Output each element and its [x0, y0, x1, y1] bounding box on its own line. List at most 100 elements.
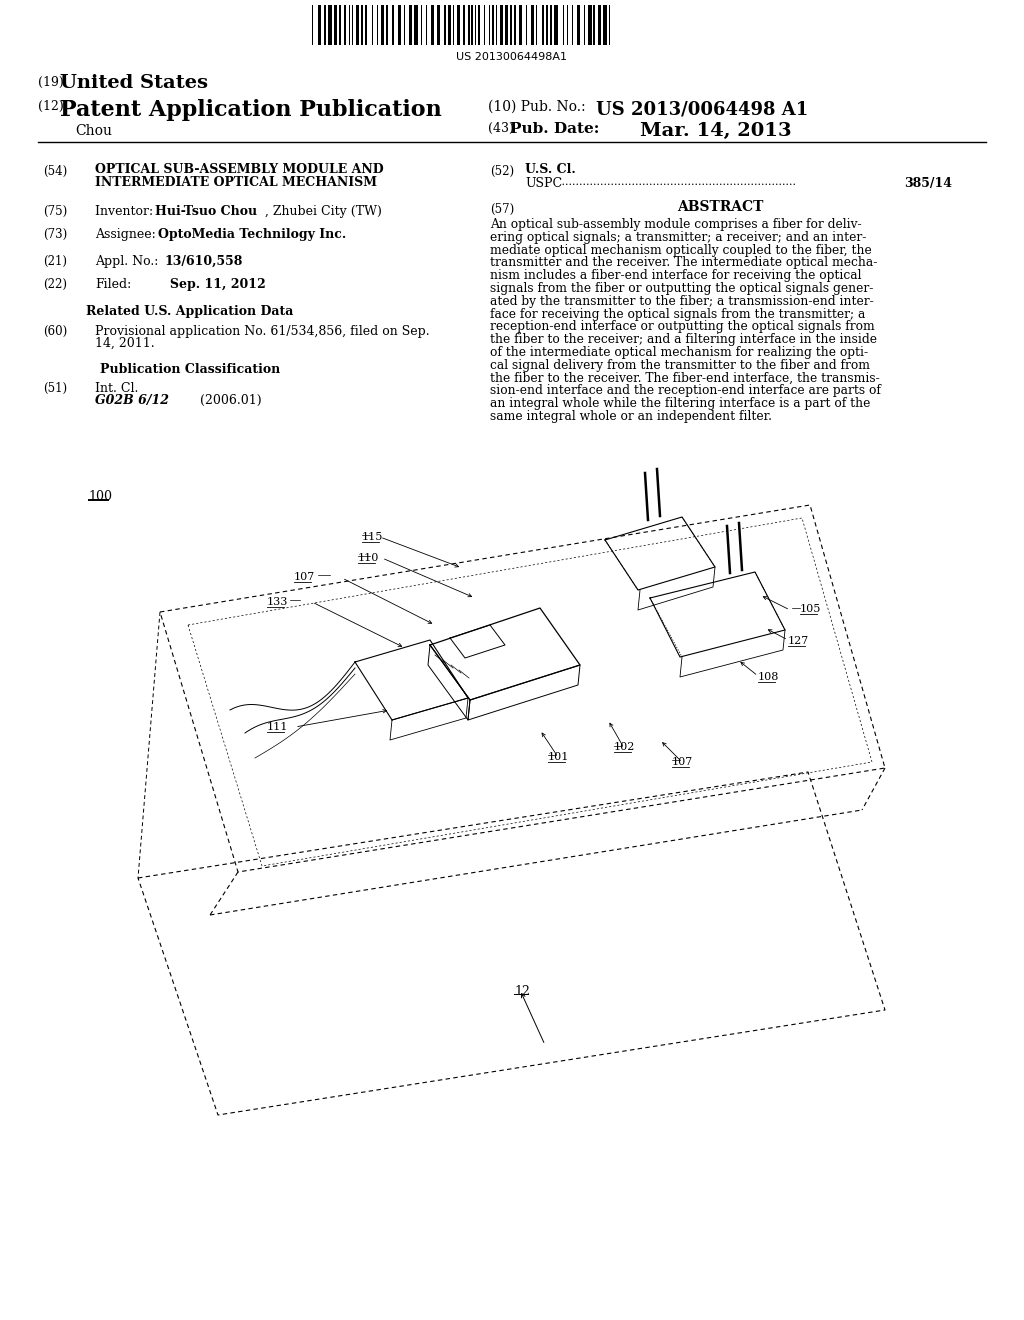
Bar	[421, 5, 422, 45]
Text: (54): (54)	[43, 165, 68, 178]
Bar	[339, 5, 341, 45]
Bar	[365, 5, 368, 45]
Text: (43): (43)	[488, 121, 518, 135]
Bar	[510, 5, 512, 45]
Text: Filed:: Filed:	[95, 279, 131, 290]
Text: Sep. 11, 2012: Sep. 11, 2012	[148, 279, 266, 290]
Text: 107: 107	[672, 756, 693, 767]
Text: OptoMedia Technilogy Inc.: OptoMedia Technilogy Inc.	[158, 228, 346, 242]
Text: Appl. No.:: Appl. No.:	[95, 255, 163, 268]
Bar	[457, 5, 460, 45]
Text: 133: 133	[267, 597, 289, 607]
Text: reception-end interface or outputting the optical signals from: reception-end interface or outputting th…	[490, 321, 874, 334]
Text: ABSTRACT: ABSTRACT	[677, 201, 763, 214]
Text: (10) Pub. No.:: (10) Pub. No.:	[488, 100, 590, 114]
Text: Pub. Date:: Pub. Date:	[510, 121, 599, 136]
Text: Publication Classification: Publication Classification	[100, 363, 281, 376]
Text: (2006.01): (2006.01)	[200, 393, 261, 407]
Text: Inventor:: Inventor:	[95, 205, 165, 218]
Bar	[361, 5, 362, 45]
Text: 105: 105	[800, 605, 821, 614]
Text: , Zhubei City (TW): , Zhubei City (TW)	[265, 205, 382, 218]
Bar	[571, 5, 573, 45]
Text: 101: 101	[548, 752, 569, 762]
Bar	[584, 5, 585, 45]
Bar	[567, 5, 568, 45]
Bar	[372, 5, 373, 45]
Bar	[478, 5, 479, 45]
Text: face for receiving the optical signals from the transmitter; a: face for receiving the optical signals f…	[490, 308, 865, 321]
Text: Mar. 14, 2013: Mar. 14, 2013	[640, 121, 792, 140]
Bar	[588, 5, 592, 45]
Bar	[506, 5, 508, 45]
Bar	[475, 5, 476, 45]
Bar	[377, 5, 379, 45]
Bar	[594, 5, 595, 45]
Text: ated by the transmitter to the fiber; a transmission-end inter-: ated by the transmitter to the fiber; a …	[490, 294, 873, 308]
Text: ering optical signals; a transmitter; a receiver; and an inter-: ering optical signals; a transmitter; a …	[490, 231, 866, 244]
Bar	[398, 5, 400, 45]
Text: (21): (21)	[43, 255, 67, 268]
Bar	[578, 5, 580, 45]
Text: 107: 107	[294, 572, 315, 582]
Bar	[537, 5, 538, 45]
Text: signals from the fiber or outputting the optical signals gener-: signals from the fiber or outputting the…	[490, 282, 873, 294]
Text: Patent Application Publication: Patent Application Publication	[60, 99, 441, 121]
Text: Assignee:: Assignee:	[95, 228, 164, 242]
Bar	[526, 5, 527, 45]
Text: 100: 100	[88, 490, 112, 503]
Text: INTERMEDIATE OPTICAL MECHANISM: INTERMEDIATE OPTICAL MECHANISM	[95, 176, 377, 189]
Bar	[463, 5, 465, 45]
Bar	[349, 5, 350, 45]
Bar	[426, 5, 427, 45]
Text: (51): (51)	[43, 381, 68, 395]
Bar	[609, 5, 610, 45]
Bar	[542, 5, 545, 45]
Bar	[547, 5, 548, 45]
Bar	[471, 5, 473, 45]
Bar	[497, 5, 498, 45]
Text: (12): (12)	[38, 100, 68, 114]
Bar	[409, 5, 413, 45]
Bar	[488, 5, 490, 45]
Bar	[312, 5, 313, 45]
Text: transmitter and the receiver. The intermediate optical mecha-: transmitter and the receiver. The interm…	[490, 256, 878, 269]
Text: (75): (75)	[43, 205, 68, 218]
Text: 12: 12	[514, 985, 529, 998]
Text: United States: United States	[60, 74, 208, 92]
Bar	[562, 5, 564, 45]
Bar	[329, 5, 332, 45]
Text: An optical sub-assembly module comprises a fiber for deliv-: An optical sub-assembly module comprises…	[490, 218, 861, 231]
Text: nism includes a fiber-end interface for receiving the optical: nism includes a fiber-end interface for …	[490, 269, 861, 282]
Text: 14, 2011.: 14, 2011.	[95, 337, 155, 350]
Text: USPC: USPC	[525, 177, 562, 190]
Text: 115: 115	[362, 532, 383, 543]
Text: 111: 111	[267, 722, 289, 733]
Bar	[382, 5, 384, 45]
Text: Int. Cl.: Int. Cl.	[95, 381, 138, 395]
Bar	[356, 5, 359, 45]
Text: cal signal delivery from the transmitter to the fiber and from: cal signal delivery from the transmitter…	[490, 359, 870, 372]
Bar	[530, 5, 534, 45]
Text: (19): (19)	[38, 77, 68, 88]
Bar	[603, 5, 606, 45]
Text: OPTICAL SUB-ASSEMBLY MODULE AND: OPTICAL SUB-ASSEMBLY MODULE AND	[95, 162, 384, 176]
Bar	[514, 5, 516, 45]
Bar	[430, 5, 434, 45]
Text: the fiber to the receiver. The fiber-end interface, the transmis-: the fiber to the receiver. The fiber-end…	[490, 372, 880, 384]
Bar	[443, 5, 446, 45]
Bar	[492, 5, 495, 45]
Text: (57): (57)	[490, 203, 514, 216]
Text: US 20130064498A1: US 20130064498A1	[457, 51, 567, 62]
Bar	[453, 5, 454, 45]
Text: mediate optical mechanism optically coupled to the fiber, the: mediate optical mechanism optically coup…	[490, 244, 871, 256]
Text: 385/14: 385/14	[904, 177, 952, 190]
Bar	[550, 5, 552, 45]
Text: Hui-Tsuo Chou: Hui-Tsuo Chou	[155, 205, 257, 218]
Bar	[449, 5, 451, 45]
Text: 127: 127	[788, 636, 809, 645]
Text: (22): (22)	[43, 279, 67, 290]
Bar	[437, 5, 440, 45]
Text: Chou: Chou	[75, 124, 112, 139]
Bar	[334, 5, 338, 45]
